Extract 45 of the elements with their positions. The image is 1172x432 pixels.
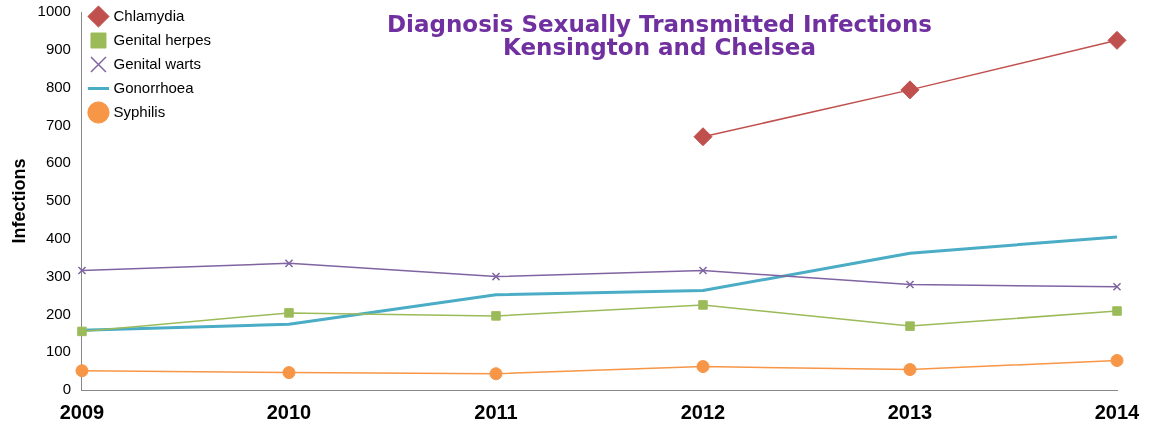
legend-label: Genital warts <box>113 54 202 72</box>
legend-label: Genital herpes <box>113 30 212 48</box>
point <box>905 280 915 289</box>
y-axis-title: Infections <box>8 158 29 244</box>
point <box>693 127 713 147</box>
y-tick-label: 0 <box>62 380 71 398</box>
point <box>75 364 89 378</box>
y-tick-label: 700 <box>45 115 71 133</box>
x-tick-label: 2014 <box>1094 400 1141 423</box>
point <box>698 266 708 275</box>
point <box>698 300 708 310</box>
point <box>903 363 917 377</box>
y-tick-label: 400 <box>45 228 71 246</box>
y-tick-label: 600 <box>45 153 71 171</box>
y-tick-label: 1000 <box>37 2 71 20</box>
point <box>905 321 915 331</box>
legend-label: Syphilis <box>113 102 166 120</box>
point <box>77 326 87 337</box>
point <box>77 266 87 275</box>
point <box>284 308 294 318</box>
point <box>1112 306 1122 316</box>
legend-label: Chlamydia <box>113 6 185 24</box>
point <box>1112 282 1122 292</box>
y-tick-label: 500 <box>45 191 71 209</box>
point <box>491 311 501 321</box>
point <box>284 259 294 268</box>
point <box>1110 354 1124 368</box>
point <box>282 366 296 380</box>
text: Diagnosis Sexually Transmitted Infections Kensington and Chelsea <box>386 10 932 60</box>
y-tick-label: 800 <box>45 77 71 95</box>
x-tick-label: 2013 <box>887 400 933 423</box>
legend-label: Gonorrhoea <box>113 78 195 96</box>
y-tick-label: 100 <box>45 342 71 360</box>
point <box>696 360 710 374</box>
x-tick-label: 2009 <box>59 400 105 423</box>
x-tick-label: 2011 <box>474 400 518 423</box>
point <box>900 80 920 100</box>
x-tick-label: 2010 <box>266 400 312 423</box>
y-tick-label: 300 <box>45 266 71 284</box>
point <box>491 272 501 281</box>
point <box>1107 30 1127 50</box>
y-tick-label: 900 <box>45 39 71 57</box>
x-tick-label: 2012 <box>680 400 726 423</box>
y-tick-label: 200 <box>45 304 71 322</box>
point <box>489 367 503 381</box>
